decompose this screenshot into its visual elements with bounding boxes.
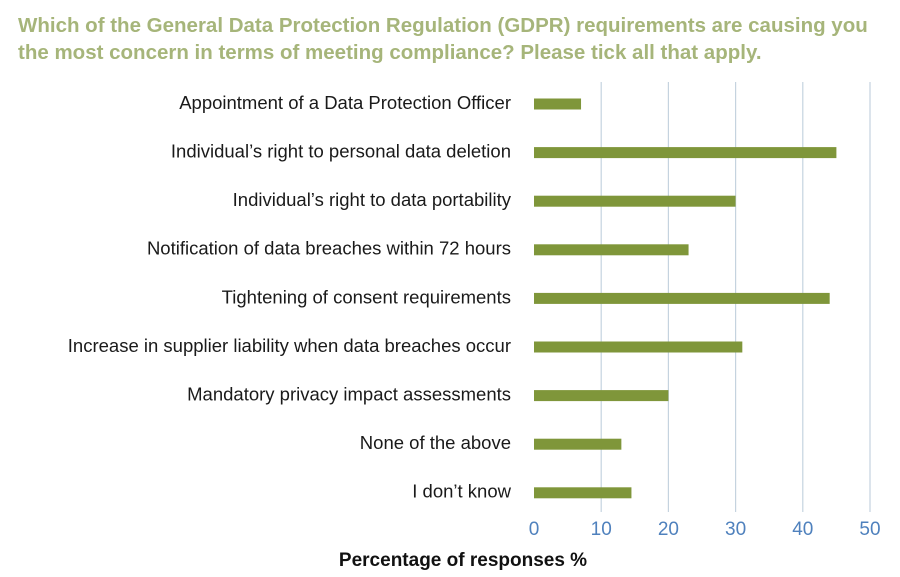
bar [534, 438, 622, 450]
category-labels: Appointment of a Data Protection Officer… [68, 92, 512, 502]
bar [534, 244, 689, 256]
category-label: Individual’s right to personal data dele… [171, 140, 511, 161]
category-label: Appointment of a Data Protection Officer [179, 92, 511, 113]
bar [534, 98, 582, 110]
category-label: I don’t know [412, 481, 511, 502]
x-tick-label: 0 [529, 519, 540, 540]
x-tick-label: 30 [725, 519, 746, 540]
bar [534, 390, 669, 402]
category-label: Notification of data breaches within 72 … [147, 238, 511, 259]
bar [534, 195, 736, 207]
x-tick-label: 50 [859, 519, 880, 540]
x-tick-label: 10 [591, 519, 612, 540]
bar [534, 487, 632, 499]
category-label: Increase in supplier liability when data… [68, 335, 511, 356]
category-label: Mandatory privacy impact assessments [187, 383, 511, 404]
bar [534, 147, 837, 159]
bar [534, 341, 743, 353]
category-label: Individual’s right to data portability [233, 189, 512, 210]
x-axis-title: Percentage of responses % [339, 550, 587, 571]
x-tick-labels: 0 10 20 30 40 50 [529, 519, 881, 540]
x-tick-label: 40 [792, 519, 813, 540]
category-label: None of the above [360, 432, 511, 453]
bars [534, 98, 837, 499]
bar [534, 292, 830, 304]
chart-title: Which of the General Data Protection Reg… [18, 14, 868, 64]
category-label: Tightening of consent requirements [222, 286, 511, 307]
x-tick-label: 20 [658, 519, 679, 540]
